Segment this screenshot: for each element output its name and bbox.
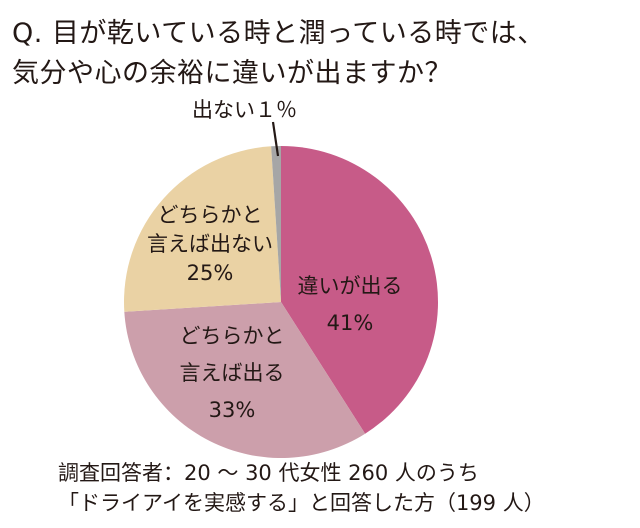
label-somewhat-not-line1: どちらかと xyxy=(157,203,263,227)
no-diff-leader-line xyxy=(271,121,280,157)
label-no-diff: 出ない１％ xyxy=(192,98,297,122)
label-somewhat-differ: どちらかと 言えば出る 33% xyxy=(172,318,292,429)
label-somewhat-not-line2: 言えば出ない xyxy=(147,232,273,256)
label-somewhat-not: どちらかと 言えば出ない 25% xyxy=(145,201,275,288)
label-differ-percent: 41% xyxy=(326,311,374,335)
slice-no-diff xyxy=(271,146,281,302)
slice-differ xyxy=(281,146,439,434)
label-somewhat-differ-line2: 言えば出る xyxy=(179,361,285,385)
label-differ-text: 違いが出る xyxy=(297,274,403,298)
label-differ: 違いが出る 41% xyxy=(290,272,410,338)
footnote-line-2: 「ドライアイを実感する」と回答した方（199 人） xyxy=(58,491,545,515)
label-somewhat-not-percent: 25% xyxy=(186,261,234,285)
footnote-line-1: 調査回答者：20 ～ 30 代女性 260 人のうち xyxy=(58,461,479,485)
slice-somewhat-not xyxy=(124,146,282,312)
chart-title: Q. 目が乾いている時と潤っている時では、 気分や心の余裕に違いが出ますか？ xyxy=(12,14,545,94)
label-somewhat-differ-percent: 33% xyxy=(208,398,256,422)
footnote: 調査回答者：20 ～ 30 代女性 260 人のうち 「ドライアイを実感する」と… xyxy=(58,458,545,518)
label-somewhat-differ-line1: どちらかと xyxy=(179,324,285,348)
chart-title-line-2: 気分や心の余裕に違いが出ますか？ xyxy=(12,58,452,89)
slice-somewhat-differ xyxy=(124,302,366,459)
chart-title-line-1: Q. 目が乾いている時と潤っている時では、 xyxy=(12,18,545,49)
